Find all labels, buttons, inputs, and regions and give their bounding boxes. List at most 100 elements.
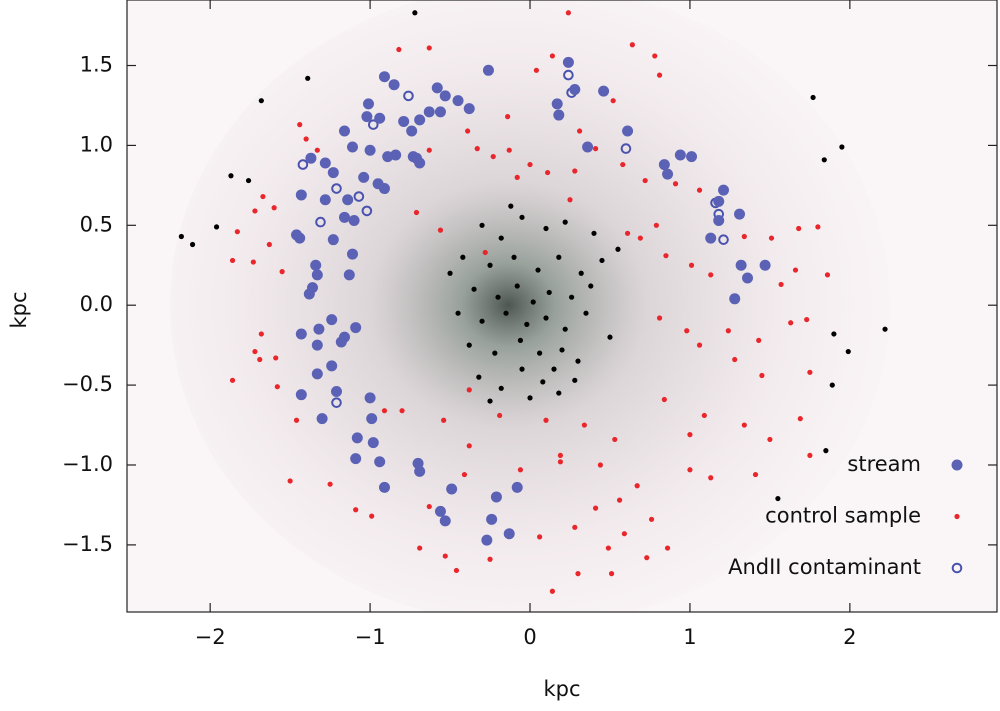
point <box>396 46 402 53</box>
point <box>629 42 635 48</box>
point <box>351 432 363 444</box>
point <box>658 159 670 171</box>
point <box>592 505 599 511</box>
point <box>759 372 765 379</box>
point <box>637 235 643 241</box>
legend-label: stream <box>847 452 921 476</box>
point <box>350 322 362 334</box>
point <box>431 82 443 94</box>
point <box>364 144 376 156</box>
point <box>804 316 810 323</box>
point <box>778 281 784 288</box>
point <box>788 320 794 326</box>
point <box>605 545 611 551</box>
point <box>417 545 423 551</box>
point <box>326 314 338 326</box>
point <box>572 168 578 174</box>
point <box>562 326 568 332</box>
point <box>378 183 390 195</box>
point <box>287 478 293 484</box>
point <box>839 144 845 150</box>
y-tick-label: 1.5 <box>80 53 113 77</box>
point <box>634 483 640 489</box>
point <box>358 171 370 183</box>
point <box>303 288 315 300</box>
point <box>581 422 587 428</box>
point <box>653 222 659 228</box>
point <box>446 483 458 495</box>
point <box>460 254 466 260</box>
point <box>549 53 556 59</box>
point <box>479 222 485 228</box>
point <box>662 168 674 180</box>
point <box>294 232 306 244</box>
point <box>569 83 581 95</box>
open-point <box>331 183 342 194</box>
point <box>608 571 615 577</box>
y-tick-label: 1.0 <box>80 132 113 156</box>
point <box>674 149 686 161</box>
point <box>362 98 374 110</box>
point <box>426 147 432 153</box>
point <box>455 310 461 316</box>
point <box>260 193 266 200</box>
point <box>250 259 256 265</box>
point <box>279 269 285 275</box>
y-tick-label: −0.5 <box>62 372 113 396</box>
point <box>511 254 517 260</box>
point <box>729 293 741 305</box>
point <box>305 75 311 81</box>
open-point <box>315 216 326 228</box>
point <box>482 64 494 76</box>
point <box>615 246 621 252</box>
point <box>792 267 799 273</box>
point <box>350 453 362 465</box>
point <box>482 249 488 256</box>
point <box>572 377 578 383</box>
y-tick-label: −1.5 <box>62 532 113 556</box>
point <box>310 259 322 271</box>
legend-marker <box>954 513 960 520</box>
point <box>327 481 333 487</box>
point <box>437 227 444 233</box>
point <box>597 462 603 468</box>
point <box>533 67 540 73</box>
point <box>592 146 599 152</box>
point <box>543 225 549 232</box>
point <box>725 328 731 334</box>
point <box>661 396 667 403</box>
point <box>228 173 234 179</box>
x-tick-label: −2 <box>195 625 226 649</box>
point <box>366 413 378 425</box>
point <box>575 358 581 364</box>
point <box>381 408 388 414</box>
point <box>734 208 746 220</box>
point <box>831 331 837 337</box>
point <box>708 475 714 481</box>
point <box>369 513 375 519</box>
point <box>316 413 328 425</box>
point <box>463 103 475 115</box>
density-background <box>127 0 997 612</box>
point <box>266 241 272 248</box>
point <box>686 151 698 163</box>
point <box>768 235 775 241</box>
point <box>274 384 280 390</box>
point <box>511 481 523 493</box>
point <box>620 161 626 168</box>
point <box>756 337 762 343</box>
point <box>807 369 813 375</box>
point <box>252 348 258 355</box>
point <box>696 187 703 193</box>
open-point <box>403 90 414 102</box>
point <box>506 147 512 153</box>
point <box>497 412 503 419</box>
point <box>741 233 747 240</box>
point <box>582 141 594 153</box>
point <box>545 169 551 176</box>
point <box>797 416 803 422</box>
point <box>648 516 655 522</box>
point <box>311 368 323 380</box>
point <box>476 374 482 380</box>
